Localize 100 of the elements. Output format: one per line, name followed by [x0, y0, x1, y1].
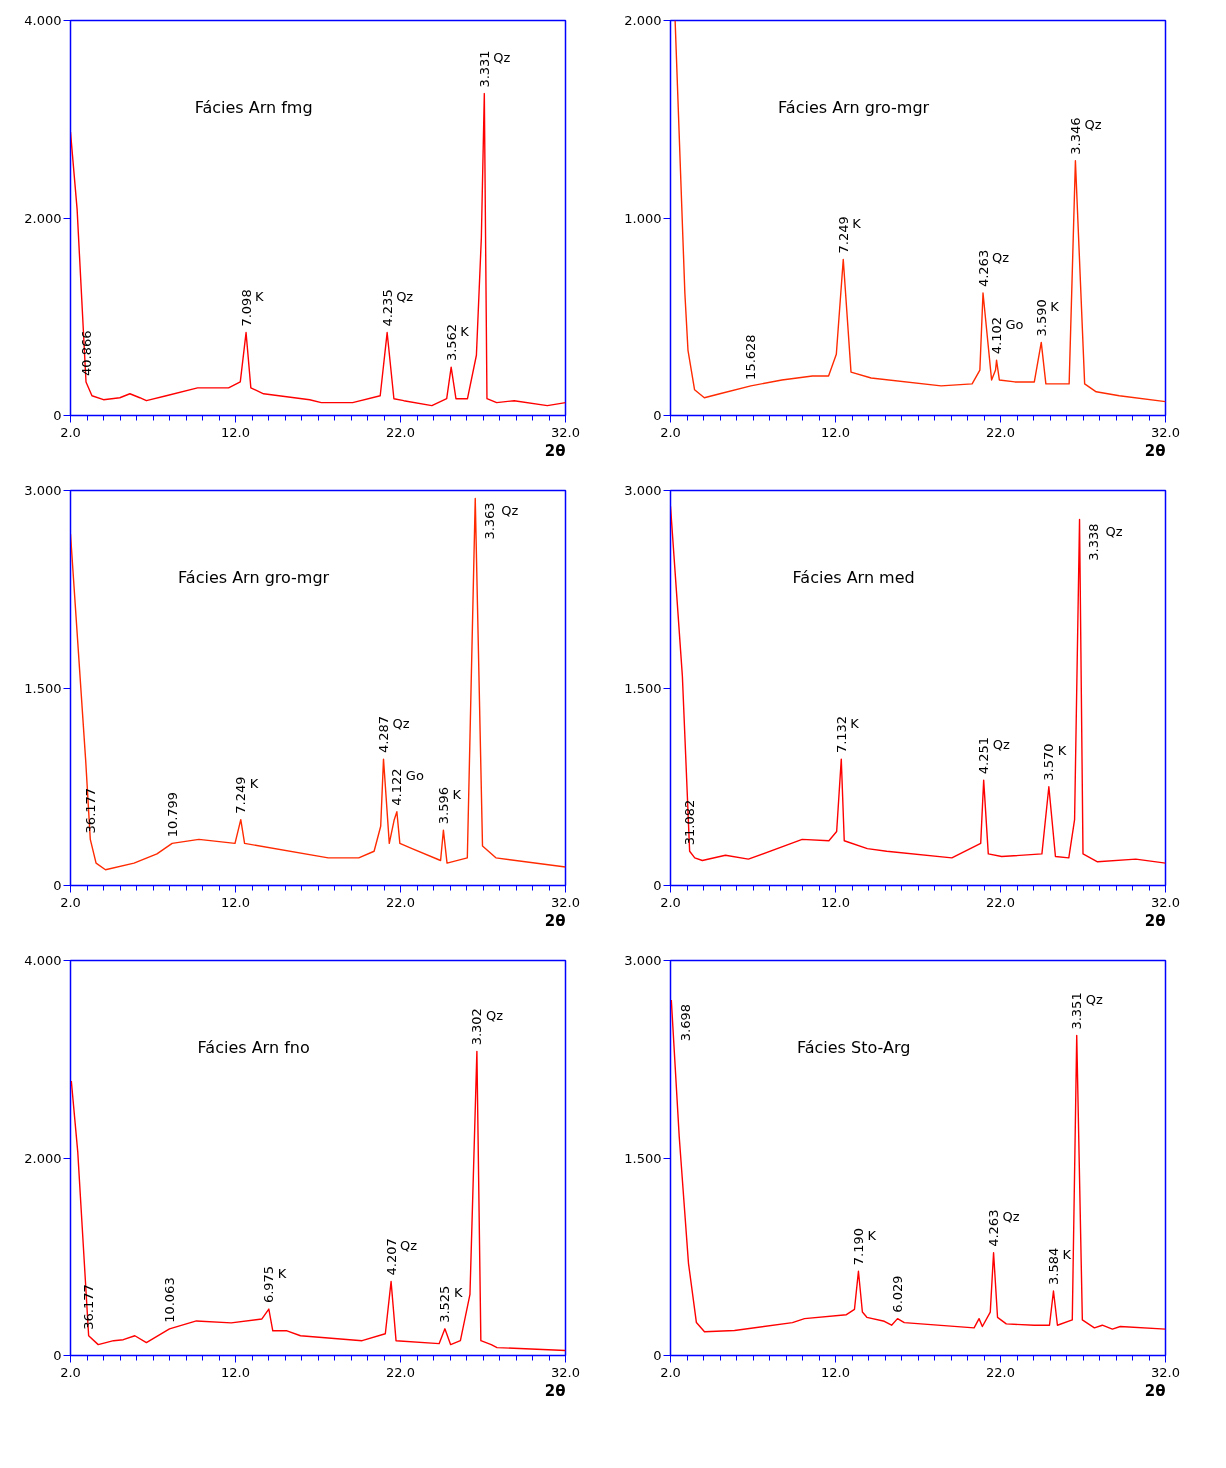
- x-tick-label: 2.0: [60, 1364, 81, 1380]
- x-tick-label: 2.0: [660, 1364, 681, 1380]
- x-tick-label: 32.0: [1151, 424, 1180, 440]
- annotation: Qz: [1002, 1209, 1020, 1225]
- x-tick-label: 22.0: [386, 1364, 415, 1380]
- annotation: 4.207: [383, 1238, 399, 1276]
- text: Fácies Arn fno: [197, 1037, 310, 1057]
- annotation: 7.098: [238, 289, 254, 327]
- annotation: Qz: [992, 249, 1010, 265]
- annotation: K: [452, 786, 462, 802]
- x-tick-label: 32.0: [551, 424, 580, 440]
- annotation: Qz: [1085, 992, 1103, 1008]
- x-tick-label: 2.0: [60, 424, 81, 440]
- annotation: 4.263: [975, 249, 991, 288]
- x-axis-title: 2θ: [1144, 441, 1166, 460]
- annotation: 3.363: [481, 502, 497, 540]
- annotation: K: [277, 1265, 287, 1281]
- annotation: Qz: [485, 1007, 504, 1023]
- x-tick-label: 12.0: [821, 894, 850, 910]
- annotation: 3.525: [437, 1285, 453, 1323]
- annotation: 15.628: [743, 334, 759, 380]
- annotation: 6.975: [261, 1265, 277, 1304]
- annotation: 36.177: [81, 1284, 97, 1330]
- x-axis-title: 2θ: [544, 1381, 566, 1400]
- annotation: Qz: [992, 736, 1010, 752]
- y-tick-label: 3.000: [24, 483, 62, 498]
- annotation: Qz: [396, 289, 414, 305]
- x-axis-title: 2θ: [544, 911, 566, 930]
- x-tick-label: 12.0: [221, 424, 250, 440]
- annotation: 7.190: [850, 1228, 866, 1266]
- x-tick-label: 12.0: [821, 1364, 850, 1380]
- annotation: 10.063: [162, 1277, 177, 1323]
- annotation: 10.799: [164, 791, 180, 838]
- y-tick-label: 0: [53, 1348, 62, 1363]
- x-axis-title: 2θ: [1144, 1381, 1166, 1400]
- annotation: 3.331: [476, 50, 492, 88]
- y-tick-label: 1.500: [624, 680, 662, 696]
- y-tick-label: 0: [653, 1348, 662, 1363]
- x-tick-label: 32.0: [551, 1364, 580, 1380]
- annotation: K: [453, 1285, 463, 1301]
- annotation: K: [249, 776, 259, 792]
- annotation: 3.698: [677, 1004, 693, 1042]
- x-tick-label: 2.0: [60, 894, 81, 910]
- annotation: 36.177: [82, 787, 98, 834]
- annotation: Qz: [1084, 117, 1102, 133]
- annotation: 7.249: [835, 216, 851, 254]
- x-tick-label: 12.0: [221, 894, 250, 910]
- annotation: K: [850, 715, 860, 731]
- y-tick-label: 4.000: [24, 13, 62, 28]
- annotation: 3.351: [1069, 992, 1085, 1030]
- annotation: 3.302: [469, 1008, 485, 1046]
- annotation: K: [852, 215, 862, 231]
- annotation: 3.584: [1045, 1247, 1061, 1285]
- annotation: 6.029: [890, 1275, 906, 1313]
- annotation: 4.235: [379, 289, 395, 327]
- x-tick-label: 22.0: [986, 424, 1015, 440]
- y-tick-label: 0: [53, 878, 62, 893]
- annotation: 4.122: [389, 768, 405, 806]
- y-tick-label: 1.500: [624, 1150, 662, 1166]
- y-tick-label: 0: [53, 408, 62, 423]
- annotation: 3.338: [1086, 523, 1102, 561]
- x-tick-label: 32.0: [551, 894, 580, 910]
- y-tick-label: 0: [653, 408, 662, 423]
- y-tick-label: 2.000: [24, 1150, 62, 1166]
- text: Fácies Arn gro-mgr: [778, 97, 930, 117]
- x-tick-label: 12.0: [221, 1364, 250, 1380]
- x-axis-title: 2θ: [544, 441, 566, 460]
- y-tick-label: 3.000: [624, 953, 662, 968]
- x-tick-label: 22.0: [386, 894, 415, 910]
- x-tick-label: 2.0: [660, 894, 681, 910]
- annotation: 31.082: [682, 799, 698, 846]
- x-tick-label: 32.0: [1151, 894, 1180, 910]
- annotation: K: [1050, 298, 1060, 314]
- annotation: 3.346: [1067, 117, 1083, 155]
- text: Fácies Arn med: [792, 567, 915, 587]
- annotation: Qz: [493, 50, 511, 66]
- annotation: 40.866: [78, 330, 94, 376]
- x-tick-label: 22.0: [986, 894, 1015, 910]
- annotation: K: [255, 289, 265, 305]
- text: Fácies Sto-Arg: [796, 1037, 911, 1057]
- y-tick-label: 3.000: [624, 483, 662, 498]
- x-tick-label: 2.0: [660, 424, 681, 440]
- annotation: 3.570: [1041, 743, 1057, 781]
- annotation: K: [1057, 743, 1067, 759]
- text: Fácies Arn fmg: [194, 97, 313, 117]
- y-tick-label: 1.000: [624, 210, 662, 226]
- y-tick-label: 1.500: [24, 680, 62, 696]
- x-tick-label: 22.0: [986, 1364, 1015, 1380]
- annotation: 7.132: [833, 715, 849, 754]
- x-tick-label: 22.0: [386, 424, 415, 440]
- annotation: 3.596: [435, 786, 451, 825]
- annotation: 4.251: [976, 736, 992, 775]
- annotation: 4.263: [986, 1209, 1002, 1247]
- annotation: Qz: [1105, 523, 1123, 539]
- annotation: Go: [1005, 316, 1024, 332]
- annotation: 3.562: [443, 323, 459, 362]
- annotation: K: [867, 1227, 877, 1243]
- annotation: 4.287: [376, 715, 392, 754]
- annotation: Qz: [392, 715, 410, 731]
- annotation: Qz: [400, 1237, 418, 1253]
